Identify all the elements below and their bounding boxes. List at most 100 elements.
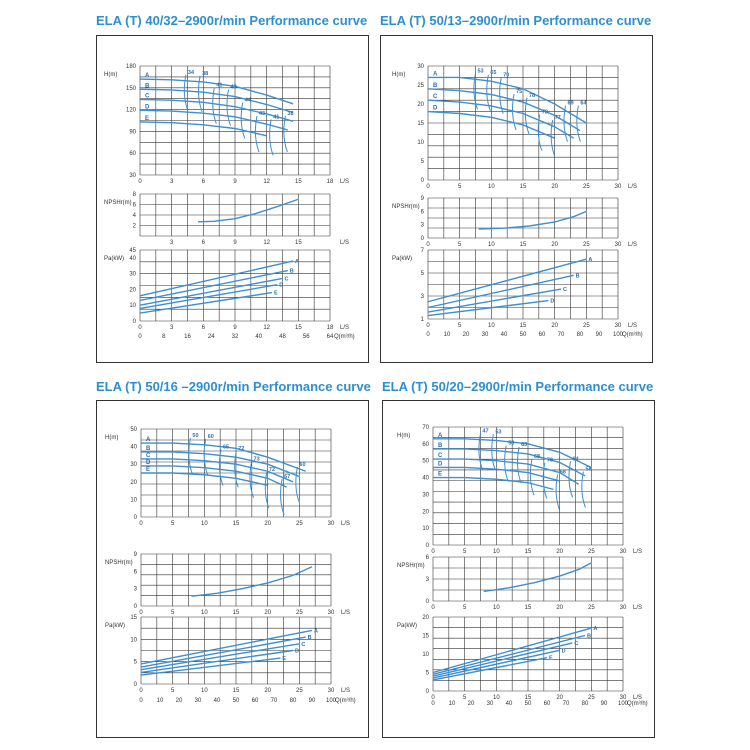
npsh-ylabel: NPSHr(m) xyxy=(104,200,132,206)
power-xtick: 15 xyxy=(295,325,302,331)
head-xtick: 0 xyxy=(138,179,142,185)
efficiency-curve xyxy=(473,73,478,110)
efficiency-curve xyxy=(283,115,288,153)
efficiency-label: 78 xyxy=(542,110,548,116)
head-ytick: 50 xyxy=(422,459,429,465)
power-xunit: L/S xyxy=(340,325,349,331)
head-curve-label: B xyxy=(438,443,443,449)
efficiency-label: 69 xyxy=(568,101,574,107)
power-curve-label: B xyxy=(576,273,580,279)
efficiency-label: 75 xyxy=(516,89,522,95)
head-ytick: 40 xyxy=(422,476,429,482)
npsh-xtick: 0 xyxy=(431,605,435,611)
efficiency-curve xyxy=(218,449,224,486)
q-unit: Q(m³/h) xyxy=(622,332,643,338)
head-xtick: 10 xyxy=(493,549,500,555)
efficiency-curve xyxy=(491,434,496,471)
efficiency-label: 43 xyxy=(259,111,265,117)
efficiency-curve xyxy=(254,115,260,153)
power-ytick: 15 xyxy=(422,634,429,640)
head-ylabel: H(m) xyxy=(105,435,118,441)
q-tick: 64 xyxy=(327,334,334,340)
efficiency-curve xyxy=(517,446,522,484)
power-curve-label: E xyxy=(549,656,553,662)
power-ytick: 20 xyxy=(422,615,429,621)
power-curve-B xyxy=(139,269,288,302)
efficiency-curve xyxy=(581,471,586,508)
head-ytick: 20 xyxy=(130,480,137,486)
npsh-ytick: 3 xyxy=(421,223,425,229)
power-xtick: 30 xyxy=(615,323,622,329)
head-curve-D xyxy=(427,110,555,139)
power-curve-A xyxy=(140,629,313,665)
head-xtick: 15 xyxy=(233,521,240,527)
power-curve-label: E xyxy=(282,656,286,662)
efficiency-label: 78 xyxy=(529,93,535,99)
head-curve-label: C xyxy=(145,93,150,99)
power-ytick: 10 xyxy=(129,303,136,309)
head-xtick: 15 xyxy=(520,184,527,190)
npsh-ytick: 0 xyxy=(134,604,138,610)
efficiency-curve xyxy=(264,472,270,509)
power-ytick: 7 xyxy=(421,248,425,254)
head-curve-A xyxy=(139,78,294,105)
npsh-ytick: 6 xyxy=(426,555,430,561)
head-curve-label: B xyxy=(146,446,151,452)
head-curve-label: A xyxy=(433,71,438,77)
efficiency-curve xyxy=(240,102,246,139)
head-ytick: 0 xyxy=(421,178,425,184)
power-curve-label: C xyxy=(285,276,289,282)
power-xtick: 20 xyxy=(556,695,563,701)
npsh-xtick: 30 xyxy=(328,610,335,616)
head-xtick: 20 xyxy=(551,184,558,190)
efficiency-curve xyxy=(212,87,217,124)
q-tick: 16 xyxy=(184,334,191,340)
q-tick: 70 xyxy=(563,701,570,707)
efficiency-label: 67 xyxy=(284,474,290,480)
power-xtick: 15 xyxy=(233,688,240,694)
q-tick: 60 xyxy=(539,332,546,338)
power-xtick: 12 xyxy=(263,325,270,331)
power-ytick: 0 xyxy=(133,319,137,325)
efficiency-label: 60 xyxy=(299,462,305,468)
q-tick: 90 xyxy=(309,698,316,704)
power-curve-label: D xyxy=(550,299,554,305)
head-curve-C xyxy=(141,458,294,483)
head-curve-E xyxy=(433,476,554,491)
q-tick: 60 xyxy=(252,698,259,704)
power-ytick: 0 xyxy=(134,682,138,688)
npsh-xtick: 3 xyxy=(170,240,174,246)
head-curve-label: C xyxy=(146,453,151,459)
efficiency-label: 50 xyxy=(192,433,198,439)
power-xtick: 25 xyxy=(583,323,590,329)
efficiency-curve xyxy=(226,89,232,126)
q-tick: 70 xyxy=(271,698,278,704)
npsh-xtick: 12 xyxy=(263,240,270,246)
power-ytick: 1 xyxy=(421,317,425,323)
q-tick: 80 xyxy=(582,701,589,707)
head-xtick: 30 xyxy=(328,521,335,527)
chart-title-4: ELA (T) 50/20–2900r/min Performance curv… xyxy=(382,379,654,394)
efficiency-label: 77 xyxy=(555,115,561,121)
efficiency-curve xyxy=(188,437,193,475)
npsh-xtick: 25 xyxy=(296,610,303,616)
head-curve-label: C xyxy=(433,94,438,100)
power-ytick: 15 xyxy=(130,615,137,621)
head-ytick: 60 xyxy=(422,442,429,448)
head-ytick: 40 xyxy=(130,445,137,451)
head-curve-B xyxy=(427,88,581,132)
power-curve-A xyxy=(139,260,294,297)
head-ytick: 5 xyxy=(421,159,425,165)
head-ytick: 70 xyxy=(422,425,429,431)
q-tick: 100 xyxy=(618,701,629,707)
efficiency-label: 65 xyxy=(490,70,496,76)
head-ytick: 50 xyxy=(130,427,137,433)
efficiency-label: 60 xyxy=(208,434,214,440)
efficiency-curve xyxy=(198,75,203,112)
power-ylabel: Pa(kW) xyxy=(105,623,125,629)
head-xtick: 25 xyxy=(583,184,590,190)
q-tick: 30 xyxy=(195,698,202,704)
power-ytick: 10 xyxy=(422,652,429,658)
efficiency-curve xyxy=(269,119,274,156)
